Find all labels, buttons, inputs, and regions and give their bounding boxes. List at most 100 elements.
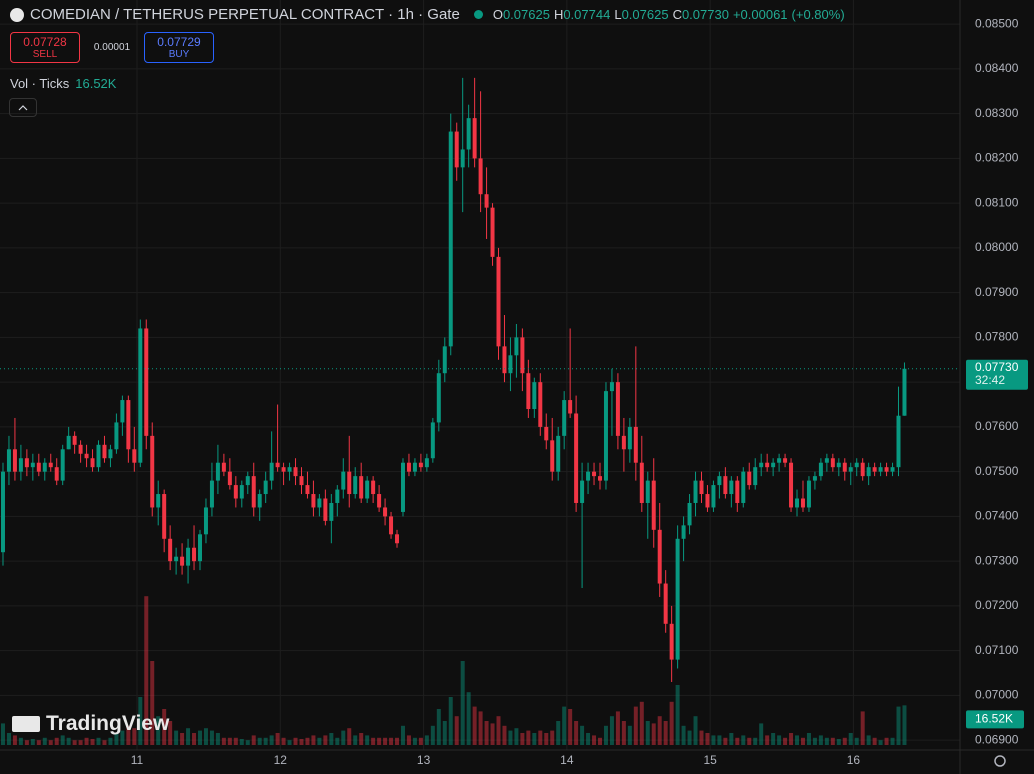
volume-badge (966, 710, 1024, 729)
volume-bar (651, 723, 656, 745)
watermark: TradingView (12, 712, 169, 736)
candle-body (771, 462, 776, 468)
y-tick-label: 0.08100 (975, 195, 1019, 209)
candle-body (90, 458, 95, 468)
volume-value: 16.52K (75, 76, 117, 91)
volume-bar (550, 730, 555, 745)
candle-body (454, 131, 459, 168)
volume-bar (568, 709, 573, 745)
candle-body (526, 373, 531, 410)
sell-button[interactable]: 0.07728 SELL (10, 32, 80, 63)
volume-bar (263, 737, 268, 745)
volume-bar (359, 733, 364, 745)
candle-body (478, 158, 483, 195)
volume-bar (132, 728, 137, 745)
candle-body (812, 476, 817, 481)
candle-body (257, 494, 262, 508)
y-tick-label: 0.07400 (975, 509, 1019, 523)
volume-bar (735, 737, 740, 745)
volume-bar (890, 737, 895, 745)
candle-body (418, 462, 423, 468)
volume-bar (233, 737, 238, 745)
candle-body (866, 467, 871, 477)
candle-body (168, 538, 173, 562)
volume-bar (0, 723, 5, 745)
candle-body (174, 556, 179, 562)
volume-bar (562, 706, 567, 745)
volume-bar (36, 740, 41, 745)
volume-bar (138, 697, 143, 745)
volume-bar (269, 735, 274, 745)
candle-body (180, 556, 185, 566)
volume-bar (287, 740, 292, 745)
volume-bar (771, 733, 776, 745)
candle-body (645, 480, 650, 503)
candle-body (102, 444, 107, 459)
y-tick-label: 0.07200 (975, 598, 1019, 612)
volume-bar (353, 735, 358, 745)
candle-body (233, 485, 238, 499)
volume-bar (42, 737, 47, 745)
volume-bar (126, 725, 131, 745)
volume-bar (12, 735, 17, 745)
volume-bar (281, 737, 286, 745)
volume-bar (645, 721, 650, 745)
volume-bar (812, 737, 817, 745)
settings-icon (994, 755, 1006, 767)
candle-body (114, 422, 119, 450)
x-tick-label: 15 (703, 753, 717, 767)
volume-bar (377, 737, 382, 745)
volume-bar (406, 735, 411, 745)
volume-bar (711, 735, 716, 745)
volume-bar (818, 735, 823, 745)
candle-body (150, 435, 155, 508)
volume-bar (383, 737, 388, 745)
volume-bar (90, 739, 95, 745)
volume-bar (806, 733, 811, 745)
candle-body (412, 462, 417, 472)
y-tick-label: 0.07300 (975, 553, 1019, 567)
candle-body (263, 480, 268, 495)
collapse-button[interactable] (9, 98, 37, 117)
volume-bar (174, 730, 179, 745)
sell-price: 0.07728 (23, 35, 67, 49)
candle-body (198, 534, 202, 562)
volume-bar (860, 711, 865, 745)
candle-body (209, 480, 214, 508)
volume-bar (580, 725, 585, 745)
ohlc-key: O (492, 7, 503, 22)
volume-bar (765, 735, 770, 745)
candle-body (574, 413, 579, 503)
volume-bar (830, 737, 835, 745)
candle-body (96, 444, 101, 468)
volume-bar (544, 733, 549, 745)
buy-button[interactable]: 0.07729 BUY (144, 32, 214, 63)
volume-bar (227, 737, 232, 745)
volume-bar (824, 737, 829, 745)
volume-bar (657, 716, 662, 745)
y-tick-label: 0.06900 (975, 732, 1019, 746)
candle-body (705, 494, 710, 508)
volume-bar (48, 740, 53, 745)
volume-bar (400, 725, 405, 745)
volume-bar (902, 705, 907, 745)
candle-body (663, 583, 668, 624)
y-tick-label: 0.08500 (975, 16, 1019, 30)
volume-badge-label: 16.52K (975, 712, 1013, 726)
y-tick-label: 0.07100 (975, 643, 1019, 657)
volume-bar (741, 735, 746, 745)
candle-body (681, 525, 686, 539)
candle-body (651, 480, 656, 530)
volume-bar (395, 737, 400, 745)
volume-bar (257, 737, 262, 745)
buy-price: 0.07729 (157, 35, 201, 49)
volume-bar (556, 721, 561, 745)
volume-bar (251, 735, 256, 745)
candle-body (359, 476, 364, 499)
candle-body (442, 346, 447, 374)
candle-body (753, 467, 758, 486)
volume-bar (72, 740, 77, 745)
candle-body (144, 328, 149, 436)
candle-body (299, 476, 304, 486)
